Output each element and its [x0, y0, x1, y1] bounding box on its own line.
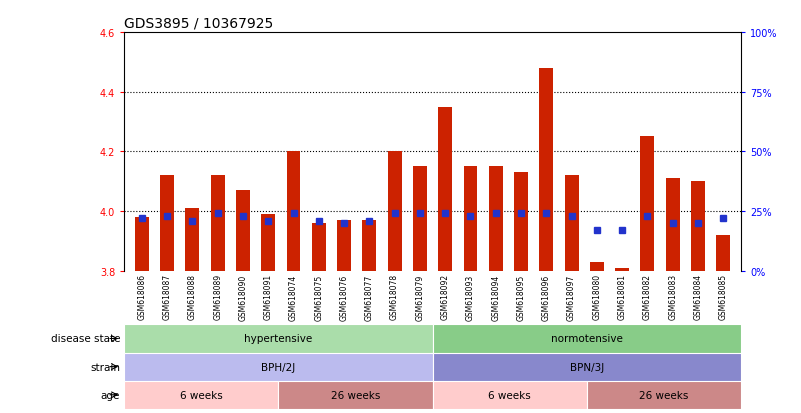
- Bar: [160, 176, 174, 271]
- Text: disease state: disease state: [50, 334, 120, 344]
- Text: normotensive: normotensive: [551, 334, 622, 344]
- Text: BPH/2J: BPH/2J: [261, 362, 296, 372]
- Bar: [433, 325, 741, 353]
- Text: GSM618079: GSM618079: [416, 273, 425, 320]
- Bar: [438, 107, 452, 271]
- Bar: [666, 179, 679, 271]
- Text: GSM618075: GSM618075: [314, 273, 324, 320]
- Text: hypertensive: hypertensive: [244, 334, 312, 344]
- Bar: [514, 173, 528, 271]
- Text: GSM618088: GSM618088: [188, 273, 197, 320]
- Text: age: age: [101, 390, 120, 400]
- Text: GDS3895 / 10367925: GDS3895 / 10367925: [124, 17, 273, 31]
- Text: GSM618091: GSM618091: [264, 273, 272, 320]
- Text: strain: strain: [91, 362, 120, 372]
- Bar: [261, 214, 276, 271]
- Bar: [135, 217, 149, 271]
- Text: 26 weeks: 26 weeks: [331, 390, 380, 400]
- Text: GSM618096: GSM618096: [541, 273, 551, 320]
- Text: GSM618082: GSM618082: [643, 273, 652, 320]
- Text: GSM618097: GSM618097: [567, 273, 576, 320]
- Bar: [587, 381, 741, 409]
- Text: GSM618080: GSM618080: [593, 273, 602, 320]
- Text: GSM618090: GSM618090: [239, 273, 248, 320]
- Bar: [279, 381, 433, 409]
- Text: GSM618086: GSM618086: [137, 273, 147, 320]
- Text: 26 weeks: 26 weeks: [639, 390, 689, 400]
- Bar: [433, 353, 741, 381]
- Text: GSM618078: GSM618078: [390, 273, 399, 320]
- Text: GSM618074: GSM618074: [289, 273, 298, 320]
- Bar: [464, 167, 477, 271]
- Text: GSM618077: GSM618077: [364, 273, 374, 320]
- Text: 6 weeks: 6 weeks: [489, 390, 531, 400]
- Bar: [641, 137, 654, 271]
- Text: GSM618083: GSM618083: [668, 273, 677, 320]
- Bar: [287, 152, 300, 271]
- Bar: [388, 152, 401, 271]
- Bar: [236, 191, 250, 271]
- Text: GSM618085: GSM618085: [718, 273, 728, 320]
- Text: GSM618094: GSM618094: [491, 273, 501, 320]
- Text: BPN/3J: BPN/3J: [570, 362, 604, 372]
- Bar: [615, 268, 629, 271]
- Text: GSM618081: GSM618081: [618, 273, 626, 320]
- Text: GSM618084: GSM618084: [694, 273, 702, 320]
- Bar: [124, 353, 433, 381]
- Text: GSM618095: GSM618095: [517, 273, 525, 320]
- Bar: [565, 176, 578, 271]
- Bar: [691, 182, 705, 271]
- Bar: [489, 167, 503, 271]
- Bar: [211, 176, 224, 271]
- Bar: [337, 221, 351, 271]
- Text: GSM618087: GSM618087: [163, 273, 171, 320]
- Bar: [413, 167, 427, 271]
- Bar: [124, 381, 279, 409]
- Bar: [362, 221, 376, 271]
- Bar: [186, 209, 199, 271]
- Bar: [590, 262, 604, 271]
- Text: GSM618076: GSM618076: [340, 273, 348, 320]
- Bar: [124, 325, 433, 353]
- Text: GSM618093: GSM618093: [466, 273, 475, 320]
- Bar: [433, 381, 587, 409]
- Bar: [312, 223, 326, 271]
- Bar: [539, 69, 553, 271]
- Bar: [716, 235, 731, 271]
- Text: GSM618089: GSM618089: [213, 273, 222, 320]
- Text: GSM618092: GSM618092: [441, 273, 449, 320]
- Text: 6 weeks: 6 weeks: [180, 390, 223, 400]
